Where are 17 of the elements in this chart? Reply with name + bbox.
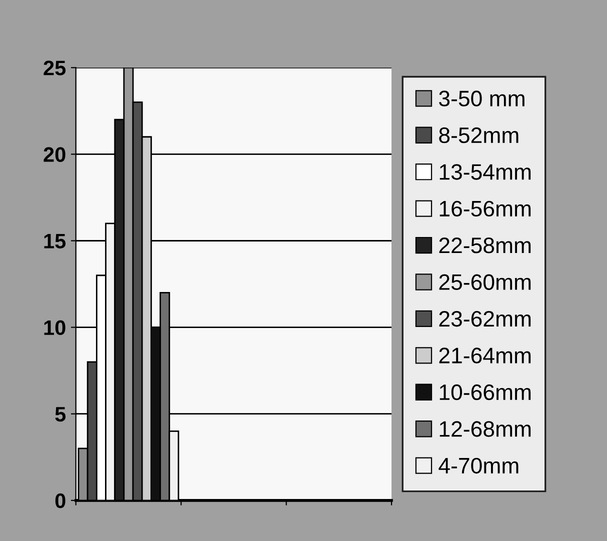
- legend-label: 21-64mm: [439, 348, 531, 364]
- y-tick-label: 5: [55, 407, 66, 422]
- y-tick-label: 25: [44, 60, 66, 76]
- legend-label: 25-60mm: [439, 274, 531, 290]
- y-tick-label: 20: [44, 147, 66, 162]
- legend-label: 8-52mm: [439, 127, 518, 144]
- legend-label: 3-50 mm: [439, 90, 524, 106]
- legend-label: 16-56mm: [440, 200, 531, 217]
- y-tick-label: 10: [44, 320, 66, 336]
- legend-label: 4-70mm: [438, 458, 518, 474]
- y-tick-label: 15: [44, 234, 66, 248]
- legend-label: 13-54mm: [440, 164, 531, 180]
- y-tick-label: 0: [55, 493, 66, 508]
- legend-label: 10-66mm: [440, 384, 531, 400]
- legend-label: 23-62mm: [439, 310, 531, 327]
- legend-label: 22-58mm: [439, 238, 531, 254]
- legend-label: 12-68mm: [440, 421, 531, 437]
